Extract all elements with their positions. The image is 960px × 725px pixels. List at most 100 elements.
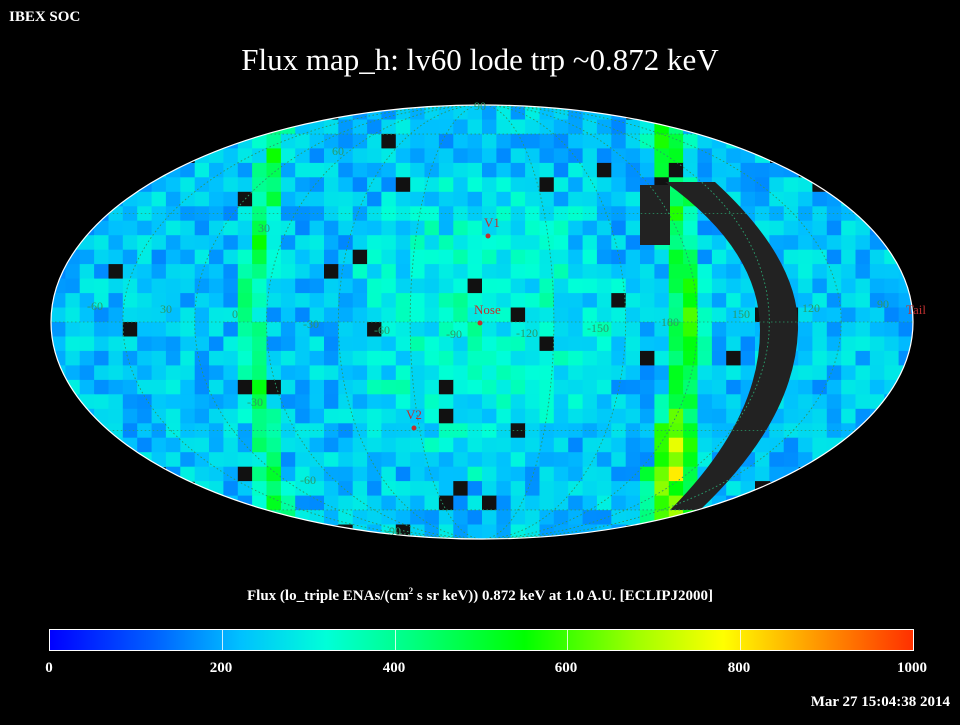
flux-cell — [582, 278, 598, 294]
flux-cell — [496, 220, 512, 236]
flux-cell — [108, 379, 124, 395]
flux-cell — [869, 365, 885, 381]
flux-cell — [625, 350, 641, 366]
flux-cell — [453, 278, 469, 294]
flux-cell — [683, 249, 699, 265]
flux-cell — [237, 133, 253, 149]
flux-cell — [438, 206, 454, 222]
flux-cell — [395, 119, 411, 135]
flux-cell — [122, 365, 138, 381]
flux-cell — [108, 394, 124, 410]
flux-cell — [280, 336, 296, 352]
flux-cell — [410, 264, 426, 280]
flux-cell — [352, 249, 368, 265]
flux-cell — [711, 148, 727, 164]
nodata-region — [640, 182, 799, 510]
flux-cell — [165, 307, 181, 323]
flux-cell — [309, 322, 325, 338]
grid-label-lon-m60a: -60 — [87, 299, 103, 313]
flux-cell — [596, 249, 612, 265]
flux-cell — [381, 379, 397, 395]
grid-label-lat-60: 60 — [332, 144, 344, 158]
flux-cell — [309, 235, 325, 251]
flux-cell — [424, 307, 440, 323]
flux-cell — [381, 307, 397, 323]
flux-cell — [826, 379, 842, 395]
flux-cell — [395, 437, 411, 453]
flux-cell — [869, 220, 885, 236]
flux-cell — [467, 249, 483, 265]
flux-cell — [525, 220, 541, 236]
flux-cell — [755, 452, 770, 468]
flux-cell — [812, 365, 828, 381]
flux-cell — [496, 379, 512, 395]
flux-cell — [367, 264, 383, 280]
grid-label-lon-m60: -60 — [374, 323, 390, 337]
flux-cell — [209, 293, 224, 309]
flux-cell — [309, 408, 325, 424]
grid-label-lon-120: 120 — [802, 301, 820, 315]
flux-cell — [654, 379, 670, 395]
flux-cell — [697, 278, 713, 294]
flux-cell — [697, 365, 713, 381]
flux-cell — [424, 148, 440, 164]
colorbar-tick-0: 0 — [45, 660, 53, 676]
flux-cell — [582, 264, 598, 280]
flux-cell — [553, 394, 569, 410]
flux-cell — [424, 249, 440, 265]
flux-cell — [122, 322, 138, 338]
flux-cell — [194, 162, 210, 178]
flux-cell — [194, 322, 210, 338]
flux-cell — [180, 437, 196, 453]
flux-cell — [410, 365, 426, 381]
flux-cell — [654, 278, 670, 294]
flux-cell — [640, 379, 655, 395]
flux-cell — [654, 293, 670, 309]
flux-cell — [482, 148, 497, 164]
flux-cell — [209, 394, 224, 410]
flux-cell — [769, 162, 785, 178]
colorbar-divider — [395, 630, 396, 650]
flux-cell — [783, 408, 799, 424]
flux-cell — [884, 293, 900, 309]
flux-cell — [94, 249, 110, 265]
flux-cell — [568, 162, 584, 178]
flux-cell — [841, 408, 857, 424]
flux-cell — [496, 466, 512, 482]
flux-cell — [395, 133, 411, 149]
flux-cell — [654, 133, 670, 149]
flux-cell — [510, 379, 526, 395]
flux-cell — [280, 394, 296, 410]
flux-cell — [410, 293, 426, 309]
flux-cell — [209, 379, 224, 395]
flux-cell — [137, 235, 153, 251]
flux-cell — [165, 394, 181, 410]
flux-cell — [309, 379, 325, 395]
flux-cell — [151, 206, 167, 222]
flux-cell — [266, 307, 282, 323]
flux-cell — [338, 133, 354, 149]
flux-cell — [855, 322, 871, 338]
flux-cell — [525, 452, 541, 468]
flux-cell — [438, 307, 454, 323]
flux-cell — [482, 278, 497, 294]
flux-cell — [812, 437, 828, 453]
flux-cell — [467, 423, 483, 439]
flux-cell — [640, 423, 655, 439]
flux-cell — [194, 350, 210, 366]
flux-cell — [309, 119, 325, 135]
flux-cell — [438, 350, 454, 366]
flux-cell — [424, 206, 440, 222]
flux-cell — [381, 278, 397, 294]
flux-cell — [467, 235, 483, 251]
flux-cell — [309, 177, 325, 193]
flux-cell — [94, 350, 110, 366]
flux-cell — [510, 495, 526, 511]
flux-cell — [367, 235, 383, 251]
flux-cell — [625, 510, 641, 526]
flux-cell — [596, 220, 612, 236]
flux-cell — [568, 524, 584, 539]
flux-cell — [424, 524, 440, 539]
flux-cell — [309, 452, 325, 468]
flux-cell — [654, 322, 670, 338]
